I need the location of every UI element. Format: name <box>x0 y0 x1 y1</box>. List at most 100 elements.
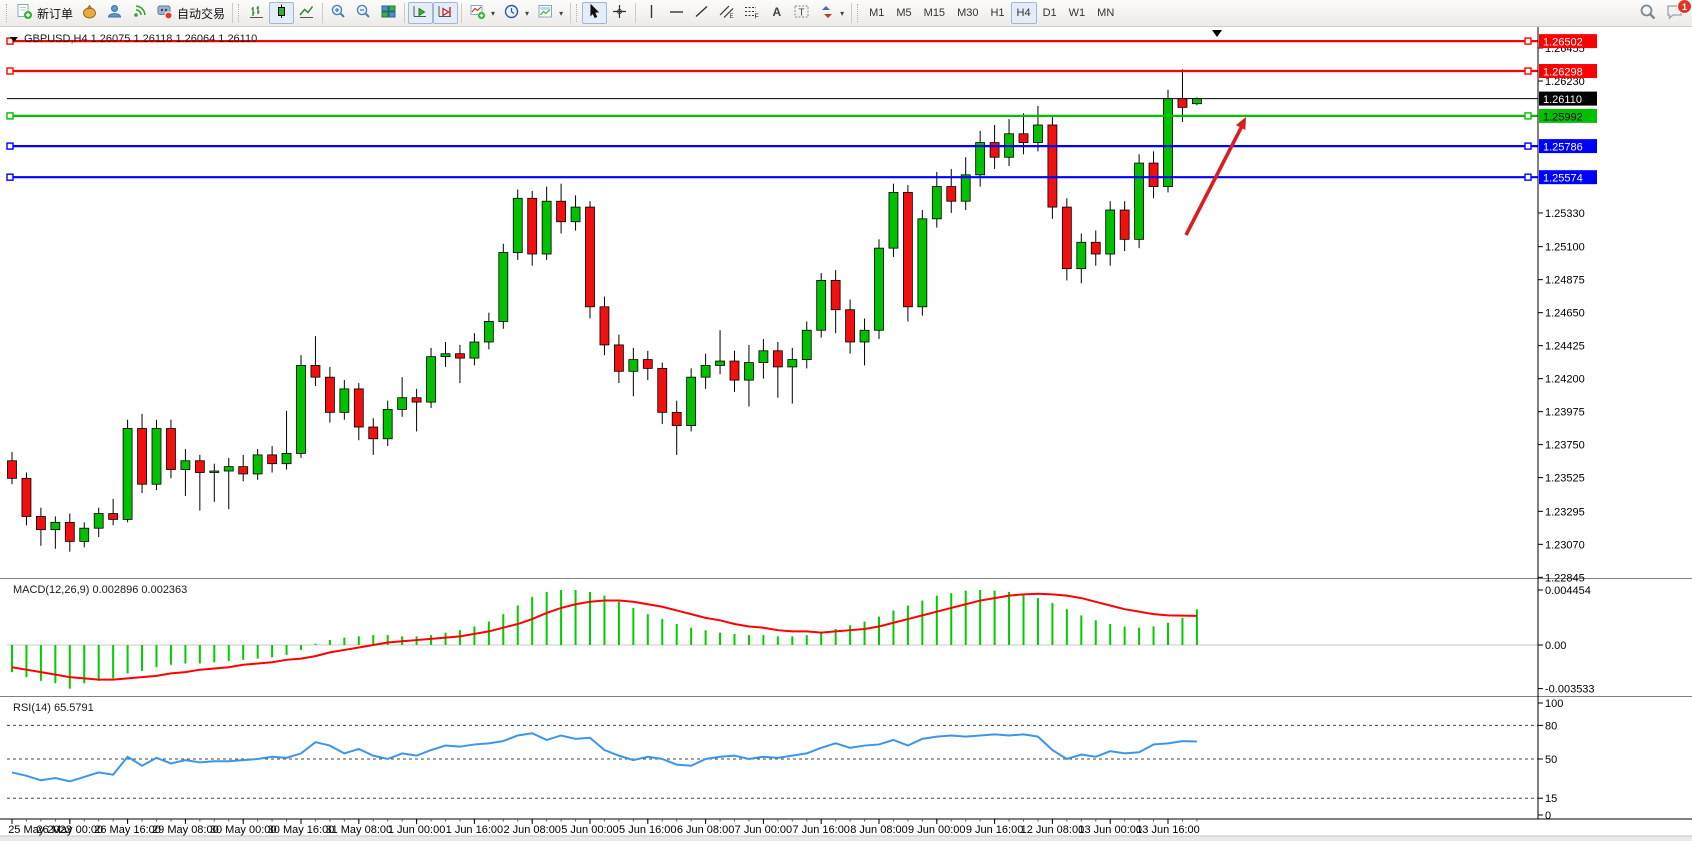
indicators-button[interactable]: ▾ <box>465 2 499 24</box>
trendline-tool-button[interactable] <box>689 2 714 24</box>
crosshair-icon <box>611 3 628 23</box>
equidistant-channel-icon: E <box>718 3 735 23</box>
line-chart-type-button[interactable] <box>294 2 319 24</box>
time-tick-label: 5 Jun 00:00 <box>561 824 619 836</box>
time-tick-label: 7 Jun 16:00 <box>792 824 850 836</box>
price-badge-1.25574: 1.25574 <box>1539 170 1597 185</box>
candle-body <box>469 341 480 359</box>
macd-signal-line <box>11 592 1197 681</box>
time-tick-label: 6 Jun 08:00 <box>677 824 735 836</box>
zoom-out-button[interactable] <box>351 2 376 24</box>
rsi-tick-label: 15 <box>1545 793 1557 805</box>
auto-scroll-button[interactable] <box>408 2 434 24</box>
zoom-in-button[interactable] <box>326 2 351 24</box>
candle-body <box>151 428 162 485</box>
timeframe-mn-button[interactable]: MN <box>1091 2 1120 24</box>
candle-body <box>281 453 292 465</box>
separator <box>851 3 853 23</box>
tile-windows-button[interactable] <box>376 2 401 24</box>
cursor-icon <box>586 3 603 23</box>
candle-body <box>975 142 986 176</box>
hline-right-handle[interactable] <box>1524 37 1532 45</box>
price-tick-label: 1.26230 <box>1545 76 1585 88</box>
text-tool-button[interactable]: A <box>764 2 789 24</box>
panel-separators[interactable] <box>0 578 1692 699</box>
hline-1.26298[interactable] <box>6 67 1538 75</box>
hline-left-handle[interactable] <box>6 112 14 120</box>
channel-tool-button[interactable]: E <box>714 2 739 24</box>
dropdown-arrow-icon: ▾ <box>840 8 845 18</box>
time-tick-label: 13 Jun 00:00 <box>1078 824 1142 836</box>
candlestick-type-button[interactable] <box>269 2 295 24</box>
trend-arrow[interactable] <box>1184 117 1246 236</box>
notifications-button[interactable]: 1 <box>1661 0 1692 24</box>
shift-marker-icon[interactable] <box>1212 30 1222 37</box>
fibonacci-tool-button[interactable]: F <box>739 2 764 24</box>
price-badge-1.26298: 1.26298 <box>1539 64 1597 79</box>
timeframe-m1-button[interactable]: M1 <box>863 2 890 24</box>
horizontal-line-tool-button[interactable] <box>664 2 689 24</box>
svg-text:E: E <box>730 14 734 20</box>
hline-1.26502[interactable] <box>6 37 1538 45</box>
templates-button[interactable]: ▾ <box>533 2 567 24</box>
timeframe-d1-button[interactable]: D1 <box>1037 2 1063 24</box>
hline-1.25786[interactable] <box>6 142 1538 150</box>
market-watch-button[interactable] <box>77 2 102 24</box>
macd-panel: MACD(12,26,9) 0.002896 0.002363 <box>7 584 1538 689</box>
timeframe-h1-button[interactable]: H1 <box>984 2 1010 24</box>
hline-left-handle[interactable] <box>6 67 14 75</box>
chart-shift-button[interactable] <box>433 2 459 24</box>
arrows-tool-button[interactable]: ▾ <box>814 2 848 24</box>
time-tick-label: 2 Jun 08:00 <box>503 824 561 836</box>
candle-body <box>223 466 234 472</box>
time-tick-label: 25 May 2023 <box>8 824 72 836</box>
vertical-line-tool-button[interactable] <box>639 2 664 24</box>
bar-chart-icon <box>248 3 265 23</box>
window-menu-icon[interactable] <box>10 37 18 42</box>
hline-right-handle[interactable] <box>1524 142 1532 150</box>
signals-button[interactable] <box>127 2 152 24</box>
candle-body <box>1105 209 1116 255</box>
timeframe-m30-button[interactable]: M30 <box>951 2 984 24</box>
candle-body <box>512 197 523 253</box>
price-axis[interactable]: 1.264551.262301.253301.251001.248751.246… <box>1537 27 1595 822</box>
crosshair-tool-button[interactable] <box>607 2 632 24</box>
hline-left-handle[interactable] <box>6 142 14 150</box>
price-badge-1.25992: 1.25992 <box>1539 108 1597 123</box>
zoom-out-icon <box>355 3 372 23</box>
candle-body <box>310 365 321 378</box>
price-tick-label: 1.23975 <box>1545 407 1585 419</box>
timeframe-h4-button[interactable]: H4 <box>1010 2 1037 24</box>
hline-1.25574[interactable] <box>6 173 1538 181</box>
timeframe-m15-button[interactable]: M15 <box>918 2 951 24</box>
hline-right-handle[interactable] <box>1524 112 1532 120</box>
autotrading-button[interactable]: 自动交易 <box>152 2 229 24</box>
timeframe-w1-button[interactable]: W1 <box>1063 2 1092 24</box>
hline-1.25992[interactable] <box>6 112 1538 120</box>
candle-body <box>874 247 884 331</box>
candle-body <box>238 466 249 475</box>
fibonacci-icon: F <box>743 3 760 23</box>
chart-canvas[interactable]: GBPUSD,H4 1.26075 1.26118 1.26064 1.2611… <box>0 27 1692 841</box>
timeframe-m5-button[interactable]: M5 <box>890 2 917 24</box>
search-button[interactable] <box>1635 2 1661 24</box>
macd-label: MACD(12,26,9) 0.002896 0.002363 <box>13 584 187 596</box>
candle-body <box>888 192 899 249</box>
arrows-icon <box>818 3 835 23</box>
community-button[interactable] <box>102 2 127 24</box>
price-tick-label: 1.23070 <box>1545 539 1585 551</box>
new-order-button[interactable]: 新订单 <box>12 2 77 24</box>
chart-title: GBPUSD,H4 1.26075 1.26118 1.26064 1.2611… <box>10 33 257 45</box>
hline-left-handle[interactable] <box>6 173 14 181</box>
candle-body <box>50 521 61 531</box>
hline-right-handle[interactable] <box>1524 173 1532 181</box>
hline-left-handle[interactable] <box>6 37 14 45</box>
cursor-tool-button[interactable] <box>582 2 608 24</box>
bottom-strip <box>0 835 1692 841</box>
hline-right-handle[interactable] <box>1524 67 1532 75</box>
text-label-tool-button[interactable]: T <box>789 2 814 24</box>
bar-chart-type-button[interactable] <box>244 2 269 24</box>
periods-button[interactable]: ▾ <box>499 2 533 24</box>
price-tick-label: 1.25100 <box>1545 242 1585 254</box>
